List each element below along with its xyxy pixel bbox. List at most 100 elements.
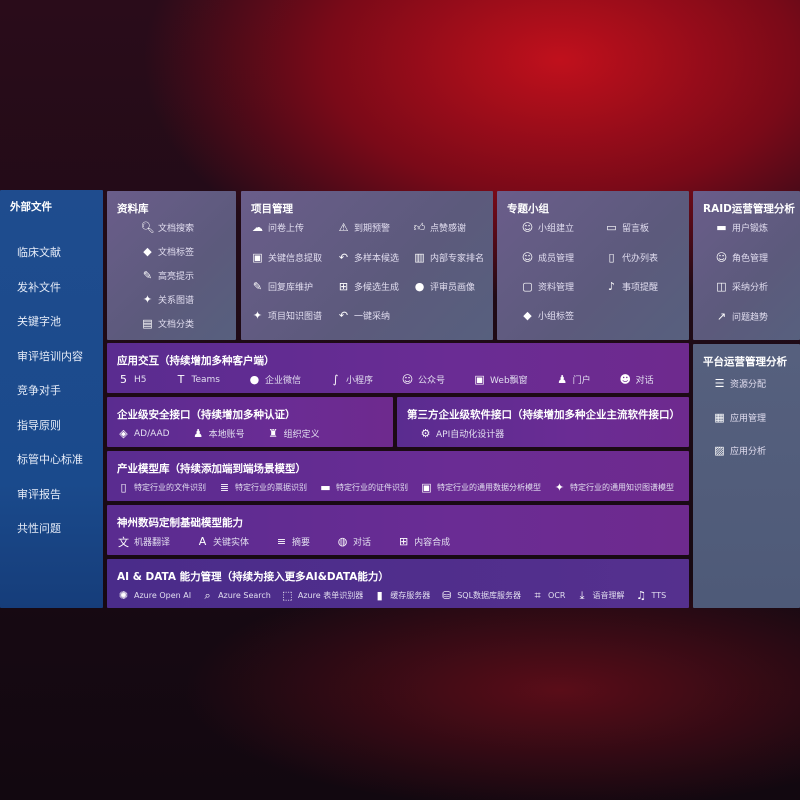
feature-item[interactable]: ☺ 公众号 (401, 373, 445, 386)
feature-item[interactable]: ▣ 关键信息提取 (251, 251, 322, 264)
feature-item[interactable]: ↗ 问题趋势 (715, 310, 768, 323)
feature-label: Web飘窗 (490, 376, 528, 386)
feature-item[interactable]: ◫ 采纳分析 (715, 280, 768, 293)
feature-item[interactable]: ≡ 摘要 (275, 535, 310, 548)
feature-item[interactable]: ♫ TTS (635, 589, 666, 602)
feature-item[interactable]: ☁ 问卷上传 (251, 221, 304, 234)
feature-label: 关键信息提取 (268, 254, 323, 264)
feature-item[interactable]: ▤ 文档分类 (141, 317, 194, 330)
base-model-panel: 神州数码定制基础模型能力 文机器翻译 A 关键实体 ≡ 摘要 ◍ 对话 ⊞ 内容合成 (107, 505, 689, 555)
feature-item[interactable]: ✦ 关系图谱 (141, 293, 194, 306)
feature-label: H5 (134, 374, 147, 385)
feature-label: 代办列表 (622, 254, 659, 264)
feature-label: 企业微信 (264, 376, 301, 386)
sidebar-item[interactable]: 关键字池 (17, 315, 61, 328)
feature-item[interactable]: ▣ Web飘窗 (473, 373, 528, 386)
feature-item[interactable]: ● 评审员画像 (413, 280, 475, 293)
translate-icon: 文 (118, 535, 129, 549)
feature-item[interactable]: ✎ 回复库维护 (251, 280, 313, 293)
feature-label: 对话 (635, 376, 654, 386)
feature-label: 应用管理 (730, 413, 767, 424)
feature-item[interactable]: 5 H5 (117, 373, 147, 386)
feature-item[interactable]: ⛁ SQL数据库服务器 (440, 589, 521, 602)
tts-icon: ♫ (636, 589, 646, 602)
feature-item[interactable]: 文机器翻译 (117, 535, 170, 549)
feature-item[interactable]: ≣ 特定行业的票据识别 (218, 481, 307, 494)
users-icon: ☺ (401, 373, 414, 386)
feature-label: 内部专家排名 (430, 254, 485, 264)
feature-item[interactable]: ☺ 成员管理 (521, 251, 574, 264)
feature-item[interactable]: A 关键实体 (196, 535, 249, 548)
feature-item[interactable]: ⊞ 内容合成 (397, 535, 450, 548)
feature-item[interactable]: ↶ 多样本候选 (337, 251, 399, 264)
feature-item[interactable]: ✦ 特定行业的通用知识图谱模型 (553, 481, 674, 494)
security-title: 企业级安全接口（持续增加多种认证） (117, 409, 296, 421)
feature-item[interactable]: ◈ AD/AAD (117, 427, 169, 440)
cache-icon: ▮ (376, 589, 383, 602)
sidebar-item[interactable]: 审评报告 (17, 487, 61, 501)
feature-item[interactable]: ⤓ 语音理解 (576, 589, 625, 602)
feature-item[interactable]: ☰ 资源分配 (713, 377, 766, 390)
feature-item[interactable]: ⬚ Azure 表单识别器 (281, 589, 363, 602)
ai-data-panel: AI & DATA 能力管理（持续为接入更多AI&DATA能力） ✺ Azure … (107, 559, 689, 608)
sidebar-item[interactable]: 竞争对手 (17, 384, 61, 397)
feature-item[interactable]: ☺ 角色管理 (715, 251, 768, 264)
sidebar-item[interactable]: 发补文件 (17, 280, 61, 294)
feature-item[interactable]: ◆ 文档标签 (141, 245, 194, 258)
feature-item[interactable]: ♟ 门户 (556, 373, 590, 386)
feature-item[interactable]: ♪ 事项提醒 (605, 280, 658, 293)
feature-label: 事项提醒 (622, 283, 659, 293)
feature-item[interactable]: ✎ 高亮提示 (141, 269, 194, 282)
feature-item[interactable]: ▣ 特定行业的通用数据分析模型 (420, 481, 541, 494)
feature-item[interactable]: ⚠ 到期预警 (337, 221, 390, 234)
feature-item[interactable]: ♜ 组织定义 (267, 427, 319, 440)
feature-item[interactable]: ☺ 小组建立 (521, 221, 574, 234)
sidebar-item[interactable]: 审评培训内容 (17, 349, 83, 363)
sidebar-item[interactable]: 指导原则 (17, 418, 61, 432)
feature-item[interactable]: ♟ 本地账号 (192, 427, 245, 440)
feature-item[interactable]: ▯ 代办列表 (605, 251, 658, 264)
feature-item[interactable]: ⌕ Azure Search (201, 589, 270, 602)
id-card-icon: ▬ (320, 481, 331, 494)
feature-item[interactable]: ▮ 缓存服务器 (373, 589, 431, 602)
feature-item[interactable]: ◆ 小组标签 (521, 309, 574, 322)
feature-label: 关系图谱 (158, 296, 195, 306)
feature-item[interactable]: ▬ 特定行业的证件识别 (319, 481, 408, 494)
azure-ad-icon: ◈ (119, 427, 128, 440)
feature-label: 特定行业的证件识别 (336, 483, 408, 492)
feature-item[interactable]: ☻ 对话 (619, 373, 654, 386)
feature-item[interactable]: ✦ 项目知识图谱 (251, 309, 322, 322)
feature-item[interactable]: ↶ 一键采纳 (337, 309, 390, 322)
group-title: 专题小组 (507, 203, 549, 215)
feature-item[interactable]: ▯ 特定行业的文件识别 (117, 481, 206, 494)
puzzle-icon: ⊞ (398, 535, 409, 548)
image-icon: ▣ (421, 481, 432, 494)
feature-item[interactable]: 🔍︎ 文档搜索 (140, 221, 195, 234)
platform-title: 平台运营管理分析 (703, 356, 787, 368)
feature-label: 小组建立 (538, 224, 575, 234)
feature-item[interactable]: ∫ 小程序 (329, 373, 373, 386)
feature-item[interactable]: 👍︎ 点赞感谢 (413, 221, 466, 234)
feature-item[interactable]: ● 企业微信 (248, 373, 301, 386)
feature-item[interactable]: ▥ 内部专家排名 (413, 251, 484, 264)
feature-item[interactable]: ▨ 应用分析 (713, 444, 766, 457)
feature-item[interactable]: ▢ 资料管理 (521, 280, 574, 293)
chat-icon: ◍ (337, 535, 348, 548)
document-search-icon: 🔍︎ (140, 221, 155, 234)
feature-label: 本地账号 (208, 430, 245, 440)
feature-item[interactable]: ⊞ 多候选生成 (337, 280, 399, 293)
feature-item[interactable]: ⚙ API自动化设计器 (419, 427, 505, 440)
feature-item[interactable]: T Teams (175, 373, 220, 386)
feature-item[interactable]: ▦ 应用管理 (713, 411, 766, 424)
sidebar-item[interactable]: 临床文献 (17, 246, 61, 259)
gear-icon: ⚙ (420, 427, 431, 440)
sidebar-item[interactable]: 标管中心标准 (17, 453, 83, 466)
raid-panel: RAID运营管理分析 ▬ 用户锻炼 ☺ 角色管理 ◫ 采纳分析 ↗ 问题趋势 (693, 191, 800, 340)
feature-item[interactable]: ⌗ OCR (531, 589, 565, 602)
sidebar-item[interactable]: 共性问题 (17, 522, 61, 535)
feature-item[interactable]: ◍ 对话 (336, 535, 371, 548)
feature-item[interactable]: ▬ 用户锻炼 (715, 221, 768, 234)
feature-item[interactable]: ✺ Azure Open AI (117, 589, 191, 602)
feature-item[interactable]: ▭ 留言板 (605, 221, 649, 234)
bell-icon: ♪ (607, 280, 616, 293)
